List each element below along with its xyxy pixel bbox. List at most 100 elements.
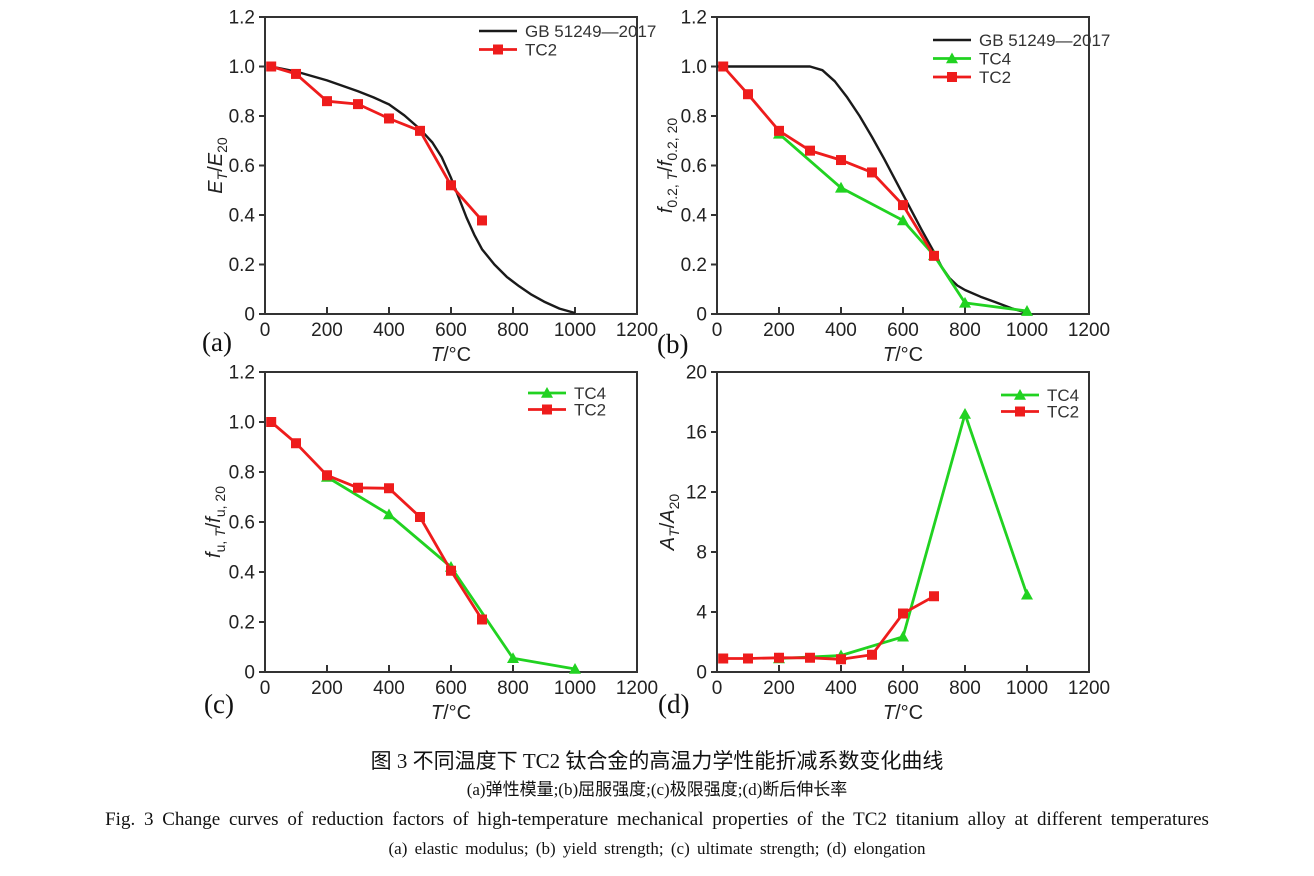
square-marker: [542, 404, 552, 415]
x-axis-label: T/°C: [883, 344, 923, 366]
square-marker: [1015, 406, 1025, 417]
y-tick-label: 1.2: [229, 8, 255, 29]
x-axis-label: T/°C: [431, 702, 471, 724]
square-marker: [743, 89, 753, 100]
legend-label: GB 51249—2017: [979, 31, 1110, 50]
triangle-marker: [959, 408, 971, 419]
x-tick-label: 400: [373, 678, 405, 699]
panel-tag-a: (a): [202, 327, 232, 357]
square-marker: [477, 614, 487, 625]
x-tick-label: 600: [435, 678, 467, 699]
x-tick-label: 400: [373, 320, 405, 341]
square-marker: [384, 113, 394, 124]
panel-tag-b: (b): [657, 329, 689, 359]
square-marker: [493, 44, 503, 55]
x-tick-label: 800: [497, 678, 529, 699]
x-tick-label: 200: [311, 320, 343, 341]
square-marker: [947, 72, 957, 82]
series-TC2: [718, 61, 939, 261]
series-TC4: [773, 127, 1033, 316]
triangle-marker: [507, 652, 519, 664]
x-tick-label: 200: [763, 678, 795, 699]
y-tick-label: 0.6: [229, 156, 255, 177]
x-tick-label: 200: [763, 320, 795, 341]
y-tick-label: 20: [686, 363, 707, 384]
y-axis-label: fu, T/fu, 20: [203, 486, 228, 558]
y-tick-label: 8: [696, 543, 707, 564]
triangle-marker: [946, 52, 958, 64]
square-marker: [477, 215, 487, 226]
x-tick-label: 1000: [1006, 320, 1048, 341]
series-TC4: [773, 408, 1033, 664]
x-tick-label: 1200: [1068, 678, 1110, 699]
square-marker: [718, 61, 729, 72]
square-marker: [929, 591, 939, 602]
panel-tag-c: (c): [204, 689, 234, 719]
y-tick-label: 0: [696, 305, 707, 326]
triangle-marker: [569, 663, 581, 674]
y-tick-label: 1.2: [229, 363, 255, 384]
series-line: [717, 65, 1028, 315]
square-marker: [836, 155, 846, 166]
x-tick-label: 0: [712, 678, 723, 699]
y-tick-label: 0.4: [229, 206, 256, 227]
x-tick-label: 0: [712, 320, 723, 341]
square-marker: [415, 125, 425, 136]
y-tick-label: 0.4: [681, 206, 708, 227]
panel-tag-d: (d): [658, 689, 690, 719]
y-tick-label: 16: [686, 423, 707, 444]
series-line: [723, 595, 935, 661]
x-tick-label: 600: [887, 320, 919, 341]
y-tick-label: 12: [686, 483, 707, 504]
series-line: [270, 65, 576, 315]
axes: 0 200 400 600 800 1000 1200 0 4 8 12 16 20 T/°C AT/A20: [657, 363, 1110, 725]
square-marker: [266, 61, 277, 72]
y-tick-label: 0: [696, 663, 707, 684]
square-marker: [718, 653, 729, 664]
y-tick-label: 0: [244, 305, 255, 326]
caption-english-title: Fig. 3 Change curves of reduction factor…: [105, 809, 1209, 830]
series-line: [722, 65, 936, 257]
square-marker: [836, 654, 846, 665]
square-marker: [353, 482, 363, 493]
legend-label: TC2: [1047, 403, 1079, 422]
y-tick-label: 0.6: [229, 513, 255, 534]
triangle-marker: [959, 296, 971, 308]
x-tick-label: 800: [949, 320, 981, 341]
triangle-marker: [1021, 588, 1033, 600]
y-tick-label: 0.2: [681, 255, 707, 276]
square-marker: [384, 483, 394, 494]
x-tick-label: 1200: [616, 678, 658, 699]
series-TC2: [266, 61, 487, 226]
chart-ultimate-strength: 0 200 400 600 800 1000 1200 0 0.2 0.4 0.6 0.8 1.0 1.2…: [203, 363, 658, 725]
series-GB 51249—2017: [270, 65, 576, 315]
legend-label: TC2: [525, 41, 557, 60]
axes: 0 200 400 600 800 1000 1200 0 0.2 0.4 0.6 0.8 1.0 1.2…: [655, 8, 1110, 367]
x-tick-label: 200: [311, 678, 343, 699]
x-tick-label: 1000: [554, 678, 596, 699]
legend-label: TC4: [574, 384, 606, 403]
y-tick-label: 1.0: [229, 413, 255, 434]
square-marker: [291, 438, 301, 449]
legend-label: TC4: [1047, 386, 1079, 405]
square-marker: [322, 470, 332, 481]
square-marker: [322, 96, 332, 107]
y-tick-label: 0: [244, 663, 255, 684]
y-tick-label: 1.0: [229, 57, 255, 78]
square-marker: [353, 99, 363, 110]
axes: 0 200 400 600 800 1000 1200 0 0.2 0.4 0.6 0.8 1.0 1.2…: [203, 363, 658, 725]
y-axis-label: AT/A20: [657, 494, 682, 552]
y-tick-label: 0.8: [229, 107, 255, 128]
square-marker: [291, 68, 301, 79]
legend-label: TC4: [979, 50, 1011, 69]
x-tick-label: 600: [887, 678, 919, 699]
series-TC2: [266, 417, 487, 625]
square-marker: [805, 145, 815, 156]
chart-elastic-modulus: 0 200 400 600 800 1000 1200 0 0.2 0.4 0.6 0.8 1.0 1.2…: [205, 8, 658, 367]
triangle-marker: [897, 630, 909, 642]
y-tick-label: 0.4: [229, 563, 256, 584]
legend-label: TC2: [574, 401, 606, 420]
